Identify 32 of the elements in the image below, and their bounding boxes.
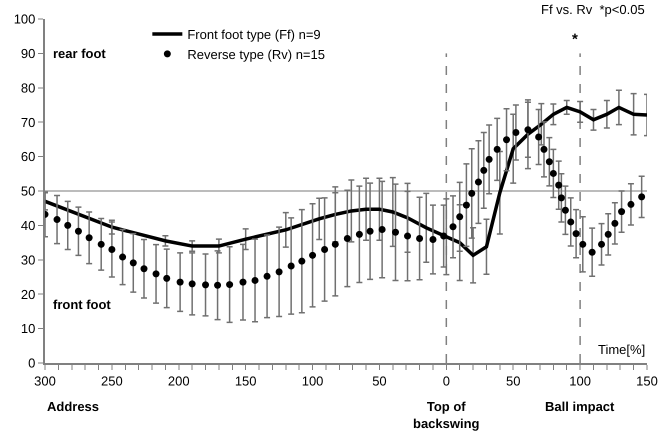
annotation: rear foot — [53, 46, 106, 61]
text: Ff vs. Rv *p<0.05 — [541, 2, 645, 17]
annotation: Time[%] — [598, 342, 646, 357]
legend-label: Front foot type (Ff) n=9 — [187, 27, 321, 42]
y-tick-label: 0 — [28, 356, 36, 371]
x-tick-label: 0 — [442, 374, 450, 389]
x-tick-label: 100 — [302, 374, 324, 389]
text: Address — [47, 399, 100, 414]
x-tick-label: 150 — [234, 374, 257, 389]
y-tick-label: 40 — [20, 218, 36, 233]
text: Ball impact — [545, 399, 616, 414]
y-tick-label: 20 — [20, 286, 36, 302]
y-tick-label: 90 — [20, 46, 36, 61]
x-tick-label: 250 — [101, 374, 123, 389]
y-tick-label: 70 — [20, 114, 36, 130]
x-tick-label: 100 — [569, 374, 591, 389]
x-tick-label: 150 — [636, 374, 658, 389]
annotation: * — [572, 31, 578, 48]
y-tick-label: 80 — [20, 80, 36, 96]
y-tick-label: 60 — [20, 149, 36, 164]
x-tick-label: 200 — [168, 374, 190, 389]
y-tick-label: 100 — [14, 12, 36, 27]
x-tick-label: 300 — [34, 374, 56, 389]
text: Top of backswing — [413, 399, 480, 431]
line-series — [45, 106, 647, 258]
legend-label: Reverse type (Rv) n=15 — [187, 46, 325, 62]
x-tick-label: 50 — [506, 374, 520, 389]
annotation: front foot — [53, 297, 112, 312]
y-tick-label: 30 — [20, 252, 36, 268]
y-tick-label: 10 — [20, 321, 36, 336]
x-tick-label: 50 — [372, 374, 387, 389]
y-tick-label: 50 — [20, 184, 36, 199]
